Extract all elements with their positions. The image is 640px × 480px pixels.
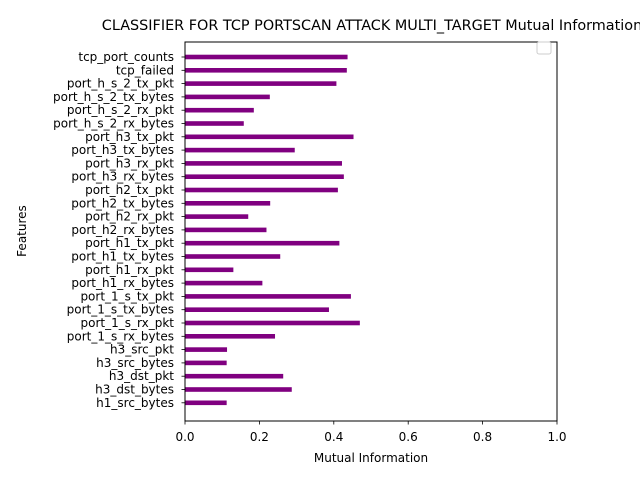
y-tick-label: h3_src_bytes	[96, 356, 174, 370]
bar-port_h2_tx_bytes	[185, 201, 271, 206]
y-axis-label: Features	[15, 205, 29, 257]
bar-port_h3_rx_pkt	[185, 161, 342, 166]
bar-port_1_s_tx_bytes	[185, 307, 329, 312]
bar-tcp_failed	[185, 68, 347, 73]
y-tick-label: port_h_s_2_rx_pkt	[67, 103, 174, 117]
bar-port_h1_tx_bytes	[185, 254, 281, 259]
y-tick-label: tcp_port_counts	[78, 50, 174, 64]
bar-port_h_s_2_rx_bytes	[185, 121, 244, 126]
x-tick-label: 0.0	[175, 430, 194, 444]
y-tick-label: port_h3_tx_bytes	[71, 143, 174, 157]
x-axis-label: Mutual Information	[314, 451, 428, 465]
y-tick-label: port_h1_tx_pkt	[85, 236, 174, 250]
x-tick-label: 0.2	[250, 430, 269, 444]
bar-h3_src_pkt	[185, 347, 228, 352]
bar-port_1_s_rx_bytes	[185, 334, 276, 339]
bar-port_h2_tx_pkt	[185, 187, 338, 193]
y-tick-label: port_h_s_2_tx_bytes	[53, 90, 174, 104]
bar-port_h1_rx_bytes	[185, 280, 263, 286]
bar-port_h1_tx_pkt	[185, 240, 340, 246]
plot-frame	[184, 41, 558, 422]
y-tick-label: port_h3_rx_pkt	[85, 156, 174, 170]
y-tick-label: port_h1_rx_pkt	[85, 263, 174, 277]
bar-port_h_s_2_rx_pkt	[185, 107, 254, 113]
y-tick-label: port_h_s_2_tx_pkt	[67, 77, 174, 91]
bar-port_1_s_tx_pkt	[185, 294, 351, 299]
x-tick-label: 0.4	[324, 430, 343, 444]
bar-tcp_port_counts	[185, 54, 348, 60]
y-tick-label: port_h2_rx_bytes	[71, 223, 174, 237]
bar-port_h2_rx_pkt	[185, 214, 249, 219]
y-tick-label: port_h2_tx_pkt	[85, 183, 174, 197]
bar-port_h2_rx_bytes	[185, 227, 267, 233]
y-tick-label: port_h1_rx_bytes	[71, 276, 174, 290]
bar-h3_src_bytes	[185, 360, 227, 366]
y-tick-label: port_1_s_rx_bytes	[67, 329, 174, 343]
y-tick-label: port_1_s_tx_pkt	[80, 289, 174, 303]
bar-port_h3_tx_bytes	[185, 147, 295, 153]
y-tick-label: h3_dst_bytes	[95, 383, 174, 397]
bar-port_h3_rx_bytes	[185, 174, 344, 179]
x-tick-label: 1.0	[547, 430, 566, 444]
x-tick-label: 0.6	[399, 430, 418, 444]
bars-group	[185, 54, 360, 406]
bar-port_h3_tx_pkt	[185, 134, 354, 140]
bar-h3_dst_pkt	[185, 373, 284, 379]
y-tick-label: tcp_failed	[116, 63, 174, 77]
y-tick-label: h1_src_bytes	[96, 396, 174, 410]
bar-port_h1_rx_pkt	[185, 267, 234, 273]
y-tick-label: port_1_s_tx_bytes	[67, 303, 174, 317]
x-ticks-group: 0.0 0.2 0.4 0.6 0.8 1.0	[175, 421, 567, 444]
y-tick-label: h3_src_pkt	[110, 343, 174, 357]
y-tick-label: h3_dst_pkt	[109, 369, 174, 383]
bar-h1_src_bytes	[185, 400, 227, 406]
y-tick-label: port_h2_tx_bytes	[71, 196, 174, 210]
bar-port_1_s_rx_pkt	[185, 320, 360, 326]
y-tick-label: port_h3_tx_pkt	[85, 130, 174, 144]
legend-box	[536, 41, 552, 55]
y-ticks-group: tcp_port_countstcp_failedport_h_s_2_tx_p…	[53, 50, 185, 410]
x-tick-label: 0.8	[473, 430, 492, 444]
y-tick-label: port_h3_rx_bytes	[71, 170, 174, 184]
y-tick-label: port_h_s_2_rx_bytes	[53, 117, 174, 131]
bar-h3_dst_bytes	[185, 387, 292, 392]
bar-port_h_s_2_tx_pkt	[185, 81, 337, 86]
y-tick-label: port_h1_tx_bytes	[71, 250, 174, 264]
y-tick-label: port_h2_rx_pkt	[85, 210, 174, 224]
chart-title: CLASSIFIER FOR TCP PORTSCAN ATTACK MULTI…	[102, 18, 640, 34]
y-tick-label: port_1_s_rx_pkt	[81, 316, 175, 330]
bar-port_h_s_2_tx_bytes	[185, 94, 270, 100]
